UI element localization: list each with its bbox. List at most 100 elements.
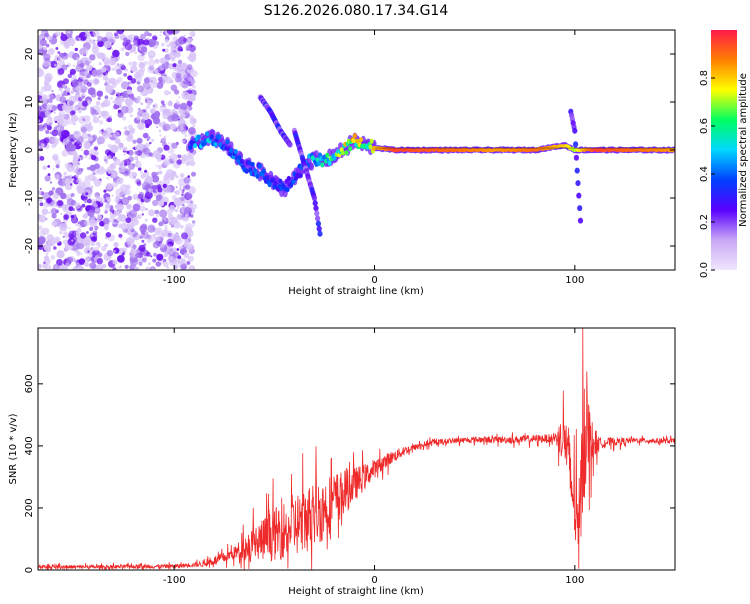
speckle-dot <box>178 187 183 191</box>
speckle-dot <box>140 33 146 40</box>
spectrogram-y-tick-label: 0 <box>24 147 35 153</box>
speckle-dot <box>82 84 85 87</box>
ridge-core <box>285 187 290 193</box>
speckle-dot <box>105 72 109 76</box>
branch-blob <box>572 127 578 134</box>
speckle-dot <box>54 120 58 124</box>
snr-x-axis-label: Height of straight line (km) <box>288 586 424 597</box>
speckle-dot <box>111 194 114 197</box>
speckle-dot <box>122 146 128 152</box>
speckle-dot <box>51 220 58 227</box>
speckle-dot <box>98 115 101 118</box>
speckle-dot <box>42 59 50 67</box>
speckle-dot <box>145 104 151 110</box>
speckle-dot <box>175 265 179 268</box>
speckle-dot <box>164 90 170 96</box>
speckle-dot <box>180 196 185 202</box>
speckle-dot <box>49 131 53 135</box>
speckle-dot <box>140 171 143 174</box>
ridge-core <box>344 150 349 156</box>
speckle-dot <box>163 174 169 181</box>
speckle-dot <box>43 244 51 252</box>
speckle-dot <box>174 51 181 58</box>
speckle-dot <box>116 177 124 185</box>
speckle-dot <box>118 233 123 238</box>
speckle-dot <box>72 244 79 251</box>
speckle-dot <box>152 199 159 207</box>
speckle-dot <box>84 256 90 262</box>
speckle-dot <box>159 242 166 248</box>
ridge-core <box>196 134 201 140</box>
speckle-dot <box>163 144 170 151</box>
speckle-dot <box>41 208 49 215</box>
speckle-dot <box>63 204 69 209</box>
speckle-dot <box>96 52 104 59</box>
speckle-dot <box>181 91 190 100</box>
speckle-dot <box>45 252 49 256</box>
speckle-dot <box>51 105 58 111</box>
speckle-dot <box>56 259 63 266</box>
speckle-dot <box>70 114 79 123</box>
speckle-dot <box>163 218 167 222</box>
speckle-dot <box>47 165 50 168</box>
speckle-dot <box>79 62 85 68</box>
speckle-dot <box>134 51 138 55</box>
speckle-dot <box>93 246 99 252</box>
speckle-dot <box>87 100 91 104</box>
speckle-dot <box>148 32 152 37</box>
speckle-dot <box>146 238 151 244</box>
speckle-dot <box>55 164 60 169</box>
speckle-dot <box>45 118 54 126</box>
ridge-core <box>352 133 357 139</box>
speckle-dot <box>180 225 184 229</box>
speckle-dot <box>106 250 114 257</box>
speckle-dot <box>190 70 198 78</box>
speckle-dot <box>62 104 69 111</box>
speckle-dot <box>79 47 89 56</box>
speckle-dot <box>184 213 189 218</box>
speckle-dot <box>152 258 157 263</box>
speckle-dot <box>55 31 61 37</box>
speckle-dot <box>57 180 63 186</box>
speckle-dot <box>58 120 64 126</box>
speckle-dot <box>165 225 168 228</box>
branch-blob <box>577 217 584 224</box>
speckle-dot <box>144 142 150 148</box>
speckle-dot <box>127 75 133 81</box>
speckle-dot <box>108 57 117 66</box>
speckle-dot <box>90 241 96 247</box>
speckle-dot <box>161 229 170 237</box>
speckle-dot <box>152 241 160 249</box>
speckle-dot <box>85 192 89 196</box>
speckle-dot <box>95 101 101 106</box>
ridge-core <box>340 150 345 156</box>
speckle-dot <box>134 161 142 168</box>
speckle-dot <box>82 213 88 219</box>
speckle-dot <box>44 32 49 38</box>
speckle-dot <box>68 230 77 239</box>
speckle-dot <box>124 126 128 130</box>
speckle-dot <box>108 133 112 138</box>
speckle-dot <box>42 126 48 131</box>
spectrogram-x-axis-label: Height of straight line (km) <box>288 286 424 297</box>
speckle-dot <box>164 227 168 230</box>
ridge-core <box>271 177 276 183</box>
snr-panel: -100 0 100 0 200 400 600 Height of straight li… <box>8 327 676 597</box>
speckle-dot <box>120 223 128 231</box>
speckle-dot <box>131 96 136 101</box>
speckle-dot <box>81 203 86 208</box>
speckle-dot <box>61 52 69 60</box>
speckle-dot <box>40 50 44 53</box>
speckle-dot <box>134 150 139 155</box>
speckle-dot <box>38 214 46 223</box>
ridge-core <box>358 137 363 143</box>
speckle-dot <box>168 142 171 145</box>
speckle-dot <box>160 137 167 144</box>
speckle-dot <box>56 126 61 131</box>
speckle-dot <box>88 65 93 70</box>
speckle-dot <box>38 125 42 130</box>
speckle-dot <box>162 258 167 263</box>
speckle-dot <box>43 261 46 264</box>
